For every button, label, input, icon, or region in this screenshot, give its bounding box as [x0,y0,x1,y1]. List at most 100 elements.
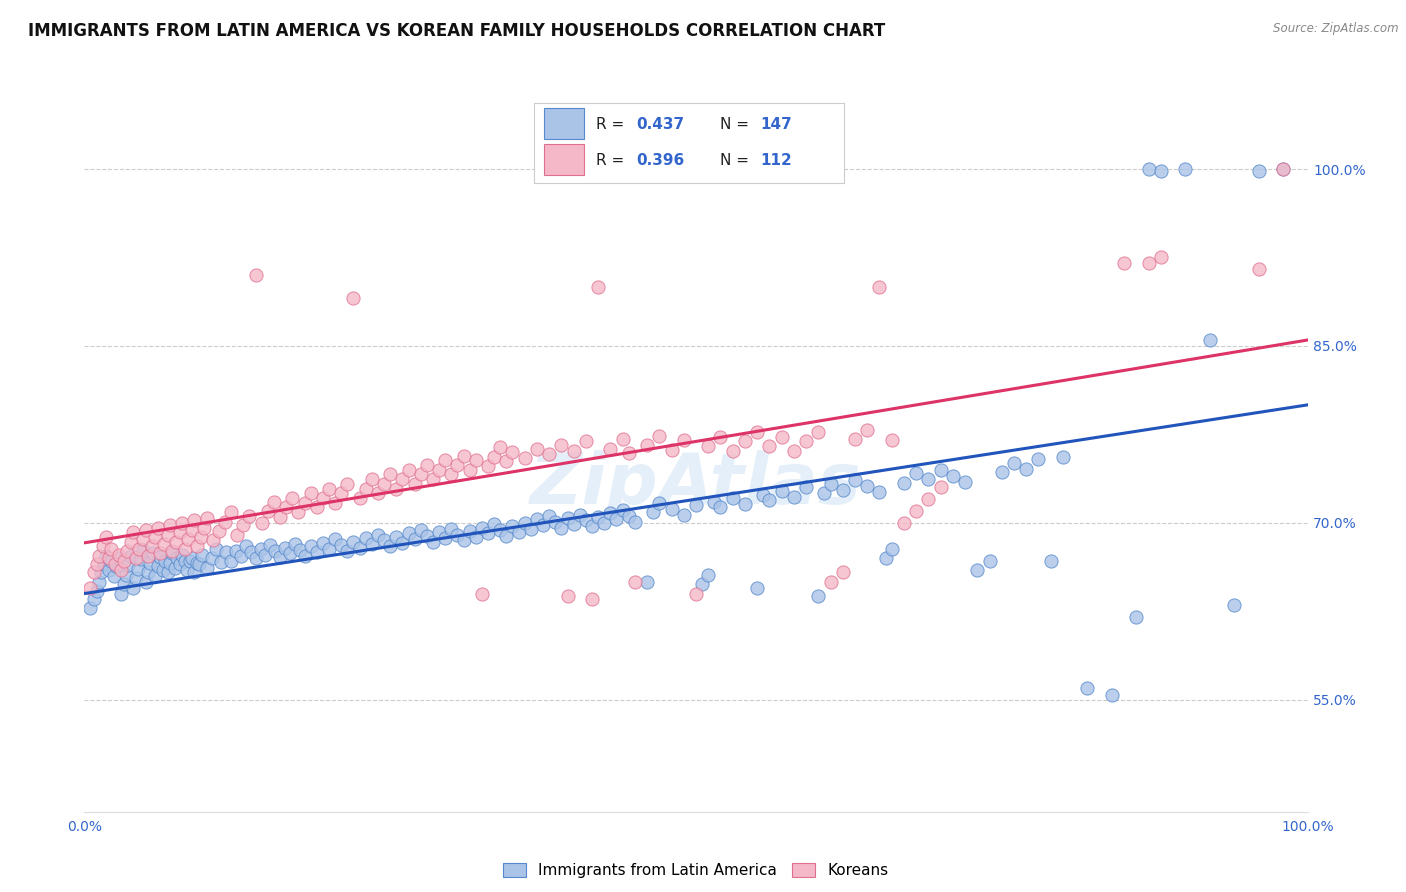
Point [557,589,579,603]
Point [179,553,201,567]
Point [672,508,695,522]
Point [115,544,138,558]
Point [195,560,218,574]
Text: 0.437: 0.437 [637,117,685,132]
Point [219,505,242,519]
Point [354,531,377,545]
Point [349,491,371,505]
Point [453,449,475,463]
Point [176,563,198,577]
Point [90,566,112,580]
Point [404,476,426,491]
Point [471,586,494,600]
Point [398,463,420,477]
Point [226,527,249,541]
Point [122,525,145,540]
Point [1101,688,1123,702]
Point [648,428,671,442]
Point [1002,456,1025,470]
Point [156,566,179,580]
Point [477,526,499,541]
Point [813,486,835,500]
Point [1198,333,1220,347]
Point [278,546,301,560]
Point [153,537,176,551]
Point [264,544,287,558]
Point [349,541,371,555]
Text: Source: ZipAtlas.com: Source: ZipAtlas.com [1274,22,1399,36]
Point [142,546,165,560]
Point [557,511,579,525]
Point [427,525,450,540]
Point [513,516,536,530]
Point [159,518,181,533]
Point [385,530,408,544]
Point [391,536,413,550]
Point [269,509,291,524]
Point [139,556,162,570]
Point [163,560,186,574]
Point [612,503,634,517]
Point [232,518,254,533]
Point [648,496,671,510]
Point [953,475,976,489]
Point [208,524,231,538]
Point [97,551,120,566]
Point [299,540,322,554]
Point [1174,161,1197,176]
Point [624,574,647,589]
Point [305,545,328,559]
Point [132,533,155,547]
Point [1223,599,1246,613]
Point [709,500,731,515]
Point [586,509,609,524]
Point [120,549,142,563]
Point [1272,161,1295,176]
Point [190,530,212,544]
Point [453,533,475,548]
Point [100,553,122,567]
Point [235,540,257,554]
Point [593,516,616,530]
Point [697,567,720,582]
Point [752,487,775,501]
Point [336,544,359,558]
Point [257,504,280,518]
Point [110,586,132,600]
Point [831,566,853,580]
Point [794,480,817,494]
Text: N =: N = [720,153,754,168]
Point [661,501,683,516]
Point [820,574,842,589]
Point [794,434,817,449]
Point [624,515,647,529]
Point [83,592,105,607]
Point [181,551,204,566]
Point [79,600,101,615]
Point [373,533,395,548]
Point [342,534,364,549]
Point [112,553,135,567]
Point [434,531,457,545]
Text: IMMIGRANTS FROM LATIN AMERICA VS KOREAN FAMILY HOUSEHOLDS CORRELATION CHART: IMMIGRANTS FROM LATIN AMERICA VS KOREAN … [28,22,886,40]
Point [183,513,205,527]
Point [128,541,150,556]
Point [132,543,155,558]
Point [747,581,769,595]
Point [550,438,572,452]
Point [599,442,621,456]
Point [489,440,512,454]
Bar [544,108,583,139]
Point [636,438,658,452]
Point [1137,161,1160,176]
Point [495,454,517,468]
Point [820,476,842,491]
Point [146,559,169,574]
Bar [544,145,583,175]
Point [581,592,603,607]
Point [238,508,260,523]
Point [305,500,328,515]
Point [186,556,208,570]
Point [416,458,439,472]
Point [880,434,903,448]
